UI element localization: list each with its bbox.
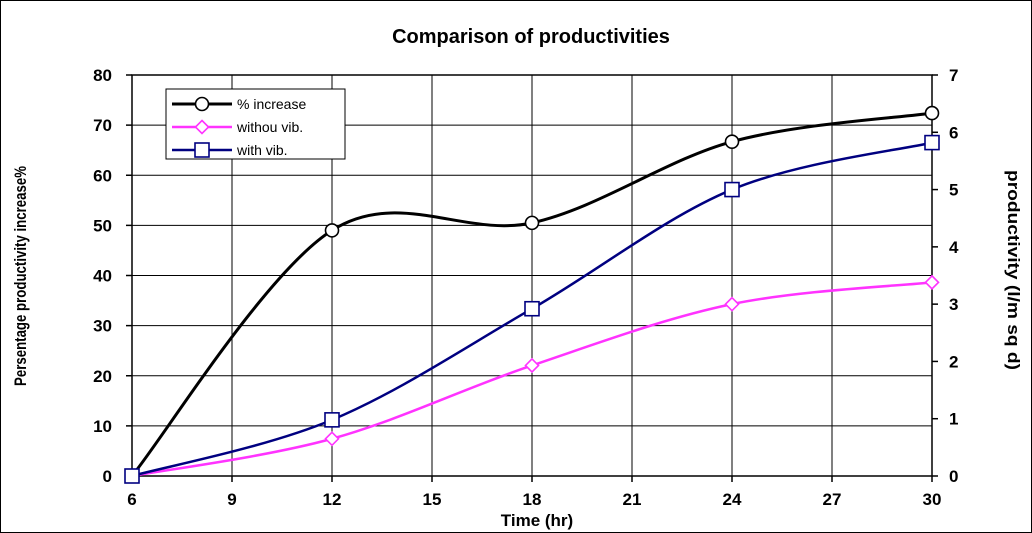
left-y-tick-label: 60 [93, 166, 112, 185]
legend-item: withou vib. [172, 119, 303, 135]
x-tick-label: 18 [523, 490, 542, 509]
series-2 [124, 134, 940, 484]
right-y-axis-title: productivity (l/m sq d) [1004, 170, 1023, 370]
x-axis-title: Time (hr) [501, 511, 573, 530]
legend-item: % increase [172, 96, 306, 112]
right-y-tick-label: 3 [949, 295, 958, 314]
x-tick-label: 9 [227, 490, 236, 509]
left-y-tick-label: 30 [93, 317, 112, 336]
right-y-tick-label: 5 [949, 181, 958, 200]
data-point [324, 412, 340, 428]
data-point [524, 300, 540, 317]
right-y-tick-label: 7 [949, 66, 958, 85]
legend: % increase withou vib. with vib. [165, 88, 346, 160]
chart-title: Comparison of productivities [392, 26, 670, 48]
legend-label: with vib. [236, 142, 288, 158]
legend-item: with vib. [172, 142, 288, 158]
left-y-tick-label: 50 [93, 216, 112, 235]
x-tick-label: 21 [623, 490, 642, 509]
data-point [124, 468, 140, 484]
left-y-tick-label: 0 [103, 467, 112, 486]
x-tick-label: 6 [127, 490, 136, 509]
x-tick-label: 15 [423, 490, 442, 509]
left-y-axis-title: Persentage productivity increase% [11, 166, 30, 386]
right-y-tick-label: 1 [949, 410, 958, 429]
data-point [324, 223, 340, 238]
right-y-tick-label: 0 [949, 467, 958, 486]
right-y-tick-label: 2 [949, 352, 958, 371]
series-line [130, 111, 933, 477]
x-tick-label: 24 [723, 490, 742, 509]
x-tick-label: 30 [923, 490, 942, 509]
legend-label: % increase [237, 96, 306, 112]
legend-swatch-marker [194, 96, 210, 112]
data-point [324, 431, 340, 447]
left-y-tick-label: 70 [93, 116, 112, 135]
data-point [724, 181, 740, 198]
x-tick-label: 12 [323, 490, 342, 509]
data-point [724, 134, 740, 149]
series-layer [124, 105, 940, 484]
right-y-tick-label: 6 [949, 123, 958, 142]
x-axis-ticks: 6 9 12 15 18 21 24 27 30 [127, 476, 941, 509]
legend-swatch-marker [194, 119, 210, 135]
left-y-tick-label: 80 [93, 66, 112, 85]
data-point [524, 215, 540, 231]
left-y-tick-label: 10 [93, 417, 112, 436]
left-y-tick-label: 40 [93, 267, 112, 286]
legend-swatch-marker [194, 142, 210, 158]
right-y-tick-label: 4 [949, 238, 959, 257]
data-point [924, 134, 940, 151]
left-y-tick-label: 20 [93, 367, 112, 386]
data-point [524, 357, 540, 374]
legend-label: withou vib. [236, 119, 303, 135]
data-point [924, 105, 940, 121]
left-y-axis-ticks: 0 10 20 30 40 50 60 70 80 [93, 66, 132, 486]
x-tick-label: 27 [823, 490, 842, 509]
right-y-axis-ticks: 0 1 2 3 4 5 6 7 [932, 66, 959, 486]
data-point [724, 296, 740, 312]
data-point [924, 274, 940, 291]
